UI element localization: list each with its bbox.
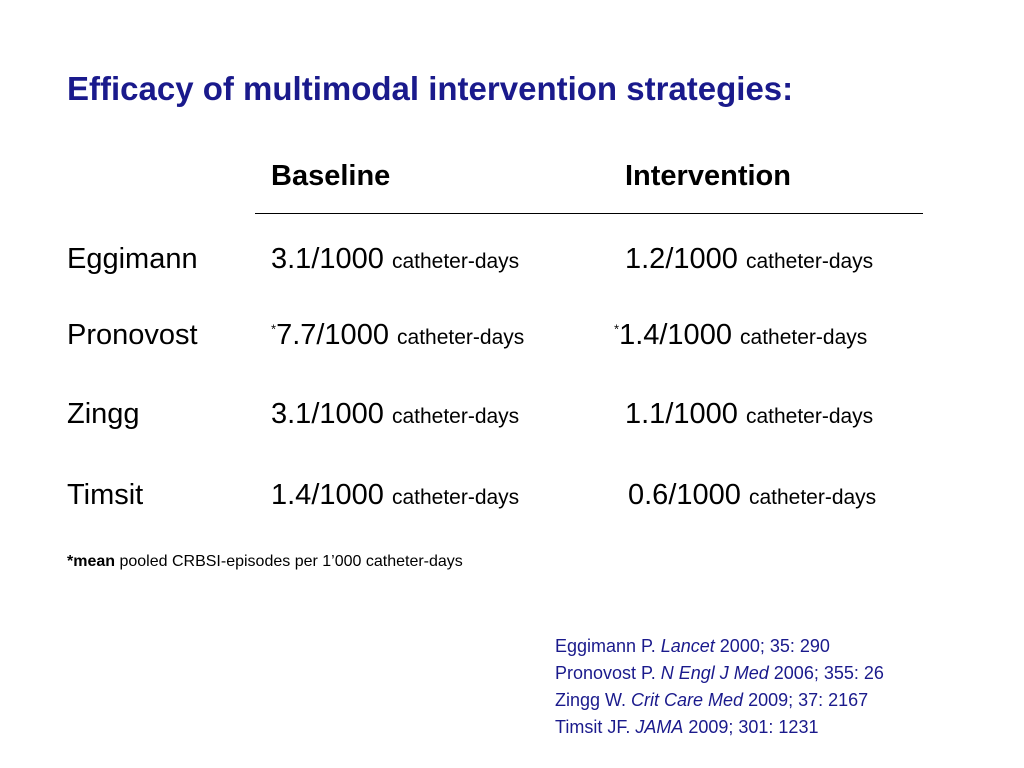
ref-journal: Lancet bbox=[660, 636, 715, 656]
unit-label: catheter-days bbox=[391, 486, 520, 509]
asterisk-marker: * bbox=[271, 321, 277, 337]
footnote-text: pooled CRBSI-episodes per 1’000 catheter… bbox=[115, 553, 463, 570]
page-title: Efficacy of multimodal intervention stra… bbox=[67, 70, 794, 107]
unit-label: catheter-days bbox=[391, 250, 520, 273]
ref-author: Timsit JF. bbox=[555, 717, 636, 737]
baseline-value-zingg: 3.1/1000 catheter-days bbox=[271, 398, 519, 431]
asterisk-marker: * bbox=[614, 321, 620, 337]
ref-author: Pronovost P. bbox=[555, 663, 661, 683]
intervention-value-eggimann: 1.2/1000 catheter-days bbox=[625, 243, 873, 276]
intervention-rate: 1.1/1000 bbox=[625, 398, 738, 430]
baseline-rate: 1.4/1000 bbox=[271, 479, 384, 511]
baseline-value-timsit: 1.4/1000 catheter-days bbox=[271, 479, 519, 512]
intervention-value-zingg: 1.1/1000 catheter-days bbox=[625, 398, 873, 431]
ref-journal: JAMA bbox=[635, 717, 684, 737]
reference-item: Eggimann P. Lancet 2000; 35: 290 bbox=[555, 633, 884, 660]
ref-details: 2009; 37: 2167 bbox=[743, 690, 869, 710]
reference-item: Pronovost P. N Engl J Med 2006; 355: 26 bbox=[555, 660, 884, 687]
ref-details: 2009; 301: 1231 bbox=[683, 717, 819, 737]
reference-item: Timsit JF. JAMA 2009; 301: 1231 bbox=[555, 714, 884, 741]
header-divider bbox=[255, 213, 923, 214]
baseline-rate: 7.7/1000 bbox=[276, 319, 389, 351]
unit-label: catheter-days bbox=[391, 405, 520, 428]
baseline-rate: 3.1/1000 bbox=[271, 398, 384, 430]
baseline-value-pronovost: *7.7/1000 catheter-days bbox=[271, 319, 524, 352]
ref-details: 2000; 35: 290 bbox=[714, 636, 830, 656]
row-name-eggimann: Eggimann bbox=[67, 243, 198, 275]
reference-item: Zingg W. Crit Care Med 2009; 37: 2167 bbox=[555, 687, 884, 714]
footnote-bold: *mean bbox=[67, 553, 116, 570]
baseline-value-eggimann: 3.1/1000 catheter-days bbox=[271, 243, 519, 276]
column-header-baseline: Baseline bbox=[271, 160, 391, 192]
column-header-intervention: Intervention bbox=[625, 160, 791, 192]
row-name-zingg: Zingg bbox=[67, 398, 140, 430]
intervention-rate: 1.2/1000 bbox=[625, 243, 738, 275]
baseline-rate: 3.1/1000 bbox=[271, 243, 384, 275]
intervention-value-pronovost: *1.4/1000 catheter-days bbox=[614, 319, 867, 352]
unit-label: catheter-days bbox=[740, 326, 868, 349]
ref-details: 2006; 355: 26 bbox=[768, 663, 884, 683]
ref-author: Eggimann P. bbox=[555, 636, 661, 656]
ref-journal: Crit Care Med bbox=[631, 690, 744, 710]
footnote: *mean pooled CRBSI-episodes per 1’000 ca… bbox=[67, 553, 463, 571]
unit-label: catheter-days bbox=[748, 486, 877, 509]
row-name-pronovost: Pronovost bbox=[67, 319, 198, 351]
row-name-timsit: Timsit bbox=[67, 479, 144, 511]
ref-journal: N Engl J Med bbox=[660, 663, 769, 683]
ref-author: Zingg W. bbox=[555, 690, 632, 710]
unit-label: catheter-days bbox=[745, 250, 874, 273]
intervention-rate: 1.4/1000 bbox=[619, 319, 732, 351]
unit-label: catheter-days bbox=[745, 405, 874, 428]
intervention-rate: 0.6/1000 bbox=[628, 479, 741, 511]
intervention-value-timsit: 0.6/1000 catheter-days bbox=[628, 479, 876, 512]
unit-label: catheter-days bbox=[397, 326, 525, 349]
references: Eggimann P. Lancet 2000; 35: 290 Pronovo… bbox=[555, 633, 884, 741]
